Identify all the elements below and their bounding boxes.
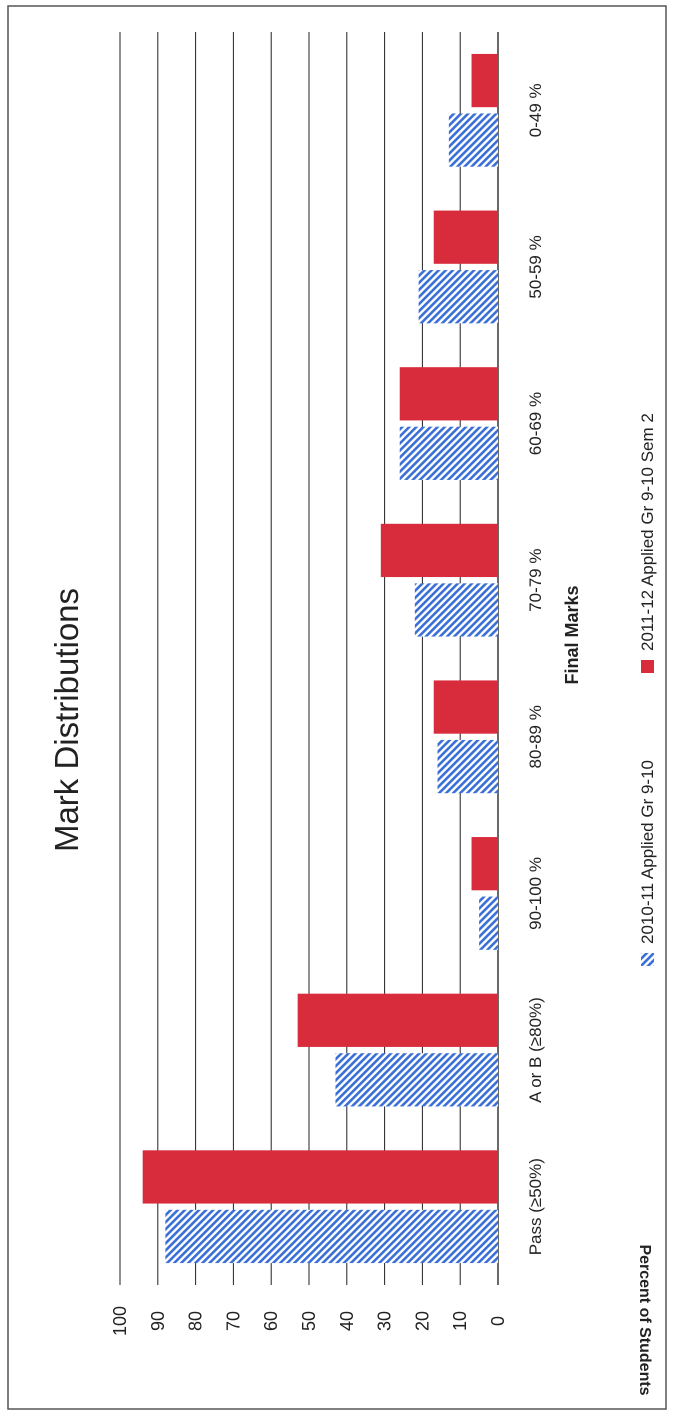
bars bbox=[142, 53, 499, 1264]
bar-series-2 bbox=[471, 53, 498, 108]
y-tick-label: 100 bbox=[110, 1306, 130, 1336]
x-tick-label: 0-49 % bbox=[526, 83, 545, 137]
legend-swatch-series-1 bbox=[641, 953, 654, 966]
y-tick-label: 30 bbox=[375, 1311, 395, 1331]
bar-series-2 bbox=[297, 993, 498, 1047]
bar-series-1 bbox=[414, 583, 498, 637]
x-tick-label: Pass (≥50%) bbox=[526, 1158, 545, 1255]
bar-series-2 bbox=[142, 1150, 498, 1204]
bar-series-2 bbox=[471, 837, 498, 891]
bar-series-2 bbox=[433, 210, 498, 264]
chart-title: Mark Distributions bbox=[48, 588, 85, 852]
x-tick-label: 60-69 % bbox=[526, 392, 545, 455]
y-tick-label: 80 bbox=[186, 1311, 206, 1331]
legend-swatch-series-2 bbox=[641, 660, 654, 673]
legend-label-series-2: 2011-12 Applied Gr 9-10 Sem 2 bbox=[638, 413, 657, 651]
x-tick-label: 80-89 % bbox=[526, 705, 545, 768]
bar-series-1 bbox=[418, 270, 498, 324]
legend-label-series-1: 2010-11 Applied Gr 9-10 bbox=[638, 760, 657, 944]
y-tick-label: 40 bbox=[337, 1311, 357, 1331]
bar-series-1 bbox=[479, 896, 498, 950]
y-tick-label: 90 bbox=[148, 1311, 168, 1331]
x-tick-label: A or B (≥80%) bbox=[526, 997, 545, 1103]
x-tick-label: 70-79 % bbox=[526, 549, 545, 612]
x-axis-title: Final Marks bbox=[562, 585, 582, 684]
bar-series-1 bbox=[165, 1209, 499, 1264]
bar-series-2 bbox=[380, 523, 498, 578]
y-tick-label: 60 bbox=[261, 1311, 281, 1331]
y-tick-label: 50 bbox=[299, 1311, 319, 1331]
y-tick-label: 20 bbox=[412, 1311, 432, 1331]
bar-series-1 bbox=[335, 1053, 498, 1107]
bar-series-2 bbox=[433, 680, 498, 734]
bar-series-1 bbox=[437, 739, 498, 794]
x-tick-label: 50-59 % bbox=[526, 235, 545, 298]
bar-series-2 bbox=[399, 367, 498, 421]
bar-series-1 bbox=[448, 113, 498, 167]
y-axis-title: Percent of Students bbox=[636, 1244, 653, 1395]
y-tick-label: 70 bbox=[223, 1311, 243, 1331]
y-tick-label: 10 bbox=[450, 1311, 470, 1331]
y-tick-label: 0 bbox=[488, 1316, 508, 1326]
bar-series-1 bbox=[399, 426, 498, 480]
labels: Mark Distributions Final Marks Percent o… bbox=[48, 83, 657, 1395]
x-tick-label: 90-100 % bbox=[526, 857, 545, 930]
